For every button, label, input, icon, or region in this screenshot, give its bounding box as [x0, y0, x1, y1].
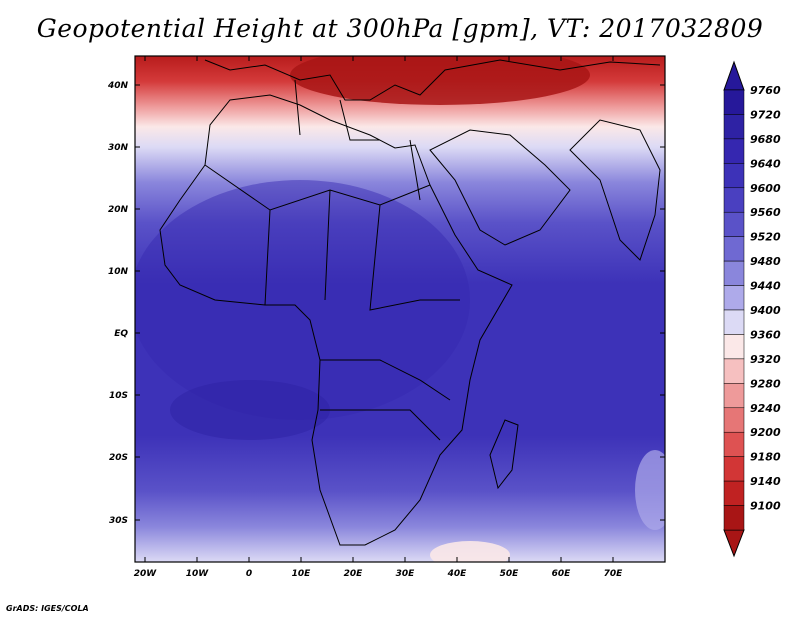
lon-tick-label: 10E [292, 569, 312, 579]
colorbar-label: 9440 [750, 280, 781, 293]
colorbar-label: 9600 [750, 182, 781, 195]
colorbar-label: 9720 [750, 108, 781, 121]
colorbar-label: 9640 [750, 157, 781, 170]
lon-tick-label: 10W [186, 569, 210, 579]
land-outlines [159, 59, 661, 546]
colorbar-label: 9400 [750, 304, 781, 317]
colorbar-swatch [723, 480, 745, 506]
lat-tick-label: 10S [109, 391, 128, 401]
lat-tick-label: 10N [108, 267, 129, 277]
lat-tick-label: 20N [108, 205, 129, 215]
colorbar-swatch [723, 211, 745, 237]
lon-tick-label: 20W [134, 569, 158, 579]
lat-tick-label: 20S [109, 453, 128, 463]
colorbar-swatch [723, 505, 745, 531]
colorbar-swatch [723, 236, 745, 262]
map-title: Geopotential Height at 300hPa [gpm], VT:… [36, 14, 764, 43]
colorbar-swatch [723, 114, 745, 140]
colorbar-swatch [723, 89, 745, 115]
colorbar: 9760 9720 9680 9640 9600 9560 9520 9480 9440 9400… [723, 60, 781, 558]
colorbar-swatch [723, 456, 745, 482]
map-frame [134, 55, 666, 563]
colorbar-top-arrow [723, 60, 745, 91]
colorbar-label: 9200 [750, 426, 781, 439]
colorbar-swatch [723, 431, 745, 457]
colorbar-swatch [723, 285, 745, 311]
lat-tick-label: EQ [114, 329, 128, 339]
colorbar-swatch [723, 407, 745, 433]
lat-tick-label: 30N [108, 143, 129, 153]
colorbar-swatch [723, 358, 745, 384]
colorbar-swatch [723, 309, 745, 335]
colorbar-label: 9360 [750, 328, 781, 341]
lon-tick-label: 60E [552, 569, 572, 579]
colorbar-label: 9280 [750, 377, 781, 390]
lon-tick-label: 30E [396, 569, 416, 579]
height-field [135, 56, 665, 562]
colorbar-swatch [723, 163, 745, 189]
colorbar-label: 9240 [750, 402, 781, 415]
colorbar-label: 9520 [750, 231, 781, 244]
colorbar-swatch [723, 138, 745, 164]
colorbar-swatch [723, 383, 745, 409]
lat-tick-label: 40N [107, 81, 129, 91]
colorbar-label: 9100 [750, 500, 781, 513]
colorbar-label: 9480 [750, 255, 781, 268]
credit-text: GrADS: IGES/COLA [6, 604, 89, 613]
lon-tick-label: 40E [447, 569, 468, 579]
lat-tick-label: 30S [109, 516, 128, 526]
colorbar-label: 9760 [750, 84, 781, 97]
colorbar-label: 9560 [750, 206, 781, 219]
colorbar-bottom-arrow [723, 529, 745, 558]
latitude-axis: 40N 30N 20N 10N EQ 10S 20S 30S [107, 81, 665, 526]
lon-tick-label: 20E [344, 569, 364, 579]
colorbar-swatch [723, 260, 745, 286]
lon-tick-label: 0 [246, 569, 252, 579]
lon-tick-label: 50E [500, 569, 520, 579]
colorbar-swatch [723, 334, 745, 360]
colorbar-label: 9180 [750, 451, 781, 464]
colorbar-label: 9680 [750, 133, 781, 146]
colorbar-label: 9140 [750, 475, 781, 488]
colorbar-label: 9320 [750, 353, 781, 366]
lon-tick-label: 70E [604, 569, 624, 579]
colorbar-swatch [723, 187, 745, 213]
longitude-axis: 20W 10W 0 10E 20E 30E 40E 50E 60E 70E [134, 56, 623, 579]
